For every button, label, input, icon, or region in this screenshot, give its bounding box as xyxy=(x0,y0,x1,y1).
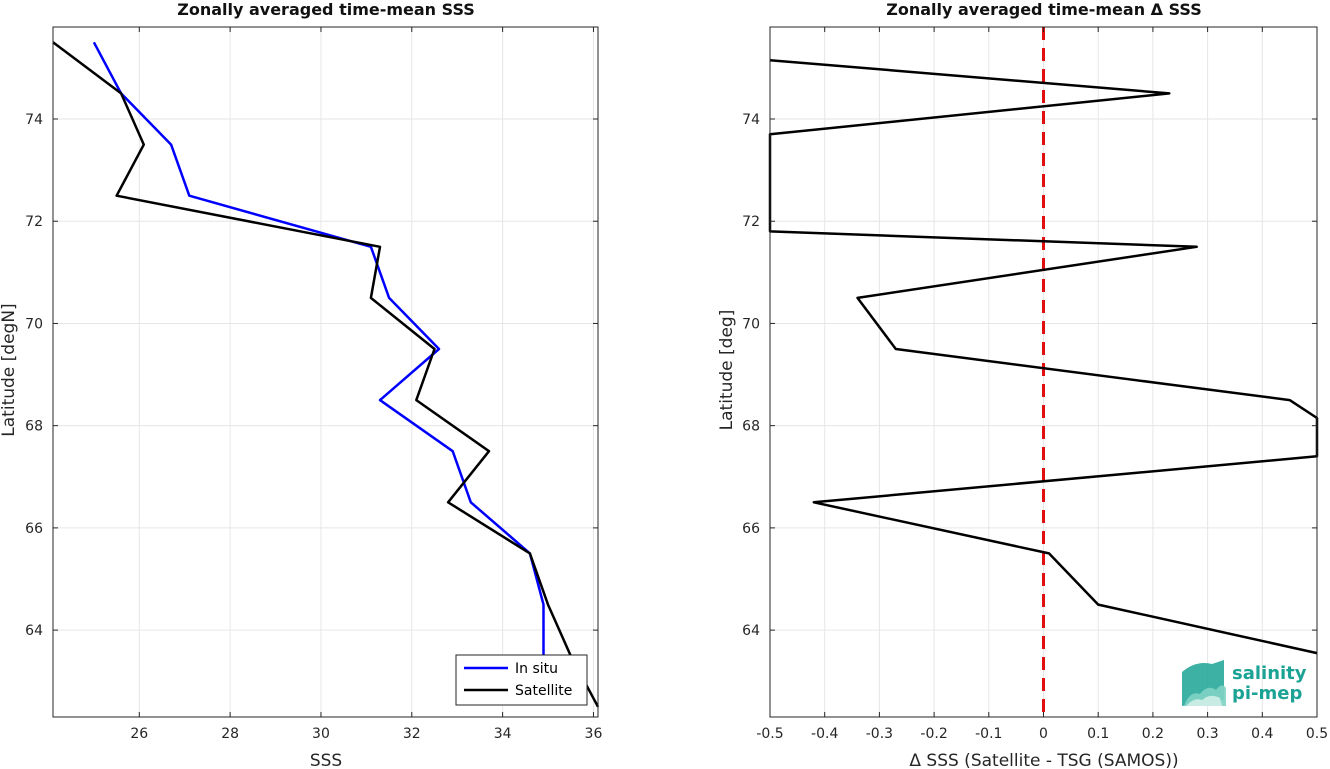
salinity-pimep-logo: salinity pi-mep xyxy=(1182,660,1307,706)
sss-ticks: 26 28 30 32 34 36 64 66 68 70 72 74 xyxy=(25,27,602,742)
y-tick-label: 70 xyxy=(25,316,43,332)
x-tick-label: -0.5 xyxy=(756,726,783,742)
y-tick-label: 68 xyxy=(742,419,760,435)
x-tick-label: 0.5 xyxy=(1306,726,1328,742)
y-tick-label: 64 xyxy=(742,623,760,639)
y-tick-label: 72 xyxy=(25,214,43,230)
y-tick-label: 64 xyxy=(25,623,43,639)
delta-chart-title: Zonally averaged time-mean Δ SSS xyxy=(886,0,1202,19)
delta-ticks: -0.5 -0.4 -0.3 -0.2 -0.1 0 0.1 0.2 0.3 0.4 0.5 64 66… xyxy=(742,27,1328,742)
x-tick-label: 36 xyxy=(585,726,603,742)
legend-satellite-label: Satellite xyxy=(515,683,572,699)
y-tick-label: 66 xyxy=(742,521,760,537)
x-tick-label: 0.2 xyxy=(1142,726,1164,742)
x-tick-label: 34 xyxy=(494,726,512,742)
x-tick-label: 28 xyxy=(221,726,239,742)
sss-y-axis-label: Latitude [degN] xyxy=(0,303,19,436)
legend-in-situ-label: In situ xyxy=(515,661,558,677)
y-tick-label: 72 xyxy=(742,214,760,230)
wave-logo-icon xyxy=(1182,660,1226,706)
x-tick-label: -0.2 xyxy=(920,726,947,742)
y-tick-label: 74 xyxy=(25,112,43,128)
y-tick-label: 68 xyxy=(25,419,43,435)
delta-x-axis-label: Δ SSS (Satellite - TSG (SAMOS)) xyxy=(909,751,1178,769)
sss-series-lines xyxy=(52,41,600,708)
sss-panel: 26 28 30 32 34 36 64 66 68 70 72 74 Zonally average… xyxy=(0,0,602,769)
sss-axes-box xyxy=(52,26,599,718)
x-tick-label: 0.4 xyxy=(1251,726,1273,742)
delta-y-axis-label: Latitude [deg] xyxy=(717,310,737,431)
x-tick-label: 32 xyxy=(403,726,421,742)
y-tick-label: 74 xyxy=(742,112,760,128)
x-tick-label: 0.3 xyxy=(1196,726,1218,742)
delta-sss-panel: -0.5 -0.4 -0.3 -0.2 -0.1 0 0.1 0.2 0.3 0.4 0.5 64 66… xyxy=(717,0,1328,769)
x-tick-label: 26 xyxy=(130,726,148,742)
y-tick-label: 66 xyxy=(25,521,43,537)
logo-text-salinity: salinity xyxy=(1232,663,1307,684)
satellite-series-line xyxy=(52,41,600,708)
x-tick-label: -0.3 xyxy=(866,726,893,742)
sss-chart-title: Zonally averaged time-mean SSS xyxy=(177,0,475,19)
x-tick-label: 30 xyxy=(312,726,330,742)
legend-box xyxy=(455,654,588,706)
y-tick-label: 70 xyxy=(742,316,760,332)
x-tick-label: -0.4 xyxy=(811,726,838,742)
sss-plot-area xyxy=(53,27,598,717)
x-tick-label: 0.1 xyxy=(1087,726,1109,742)
x-tick-label: 0 xyxy=(1039,726,1048,742)
sss-x-axis-label: SSS xyxy=(310,751,342,769)
sss-grid xyxy=(53,27,598,717)
sss-legend: In situ Satellite xyxy=(455,654,588,706)
x-tick-label: -0.1 xyxy=(975,726,1002,742)
logo-text-pimep: pi-mep xyxy=(1232,683,1302,704)
